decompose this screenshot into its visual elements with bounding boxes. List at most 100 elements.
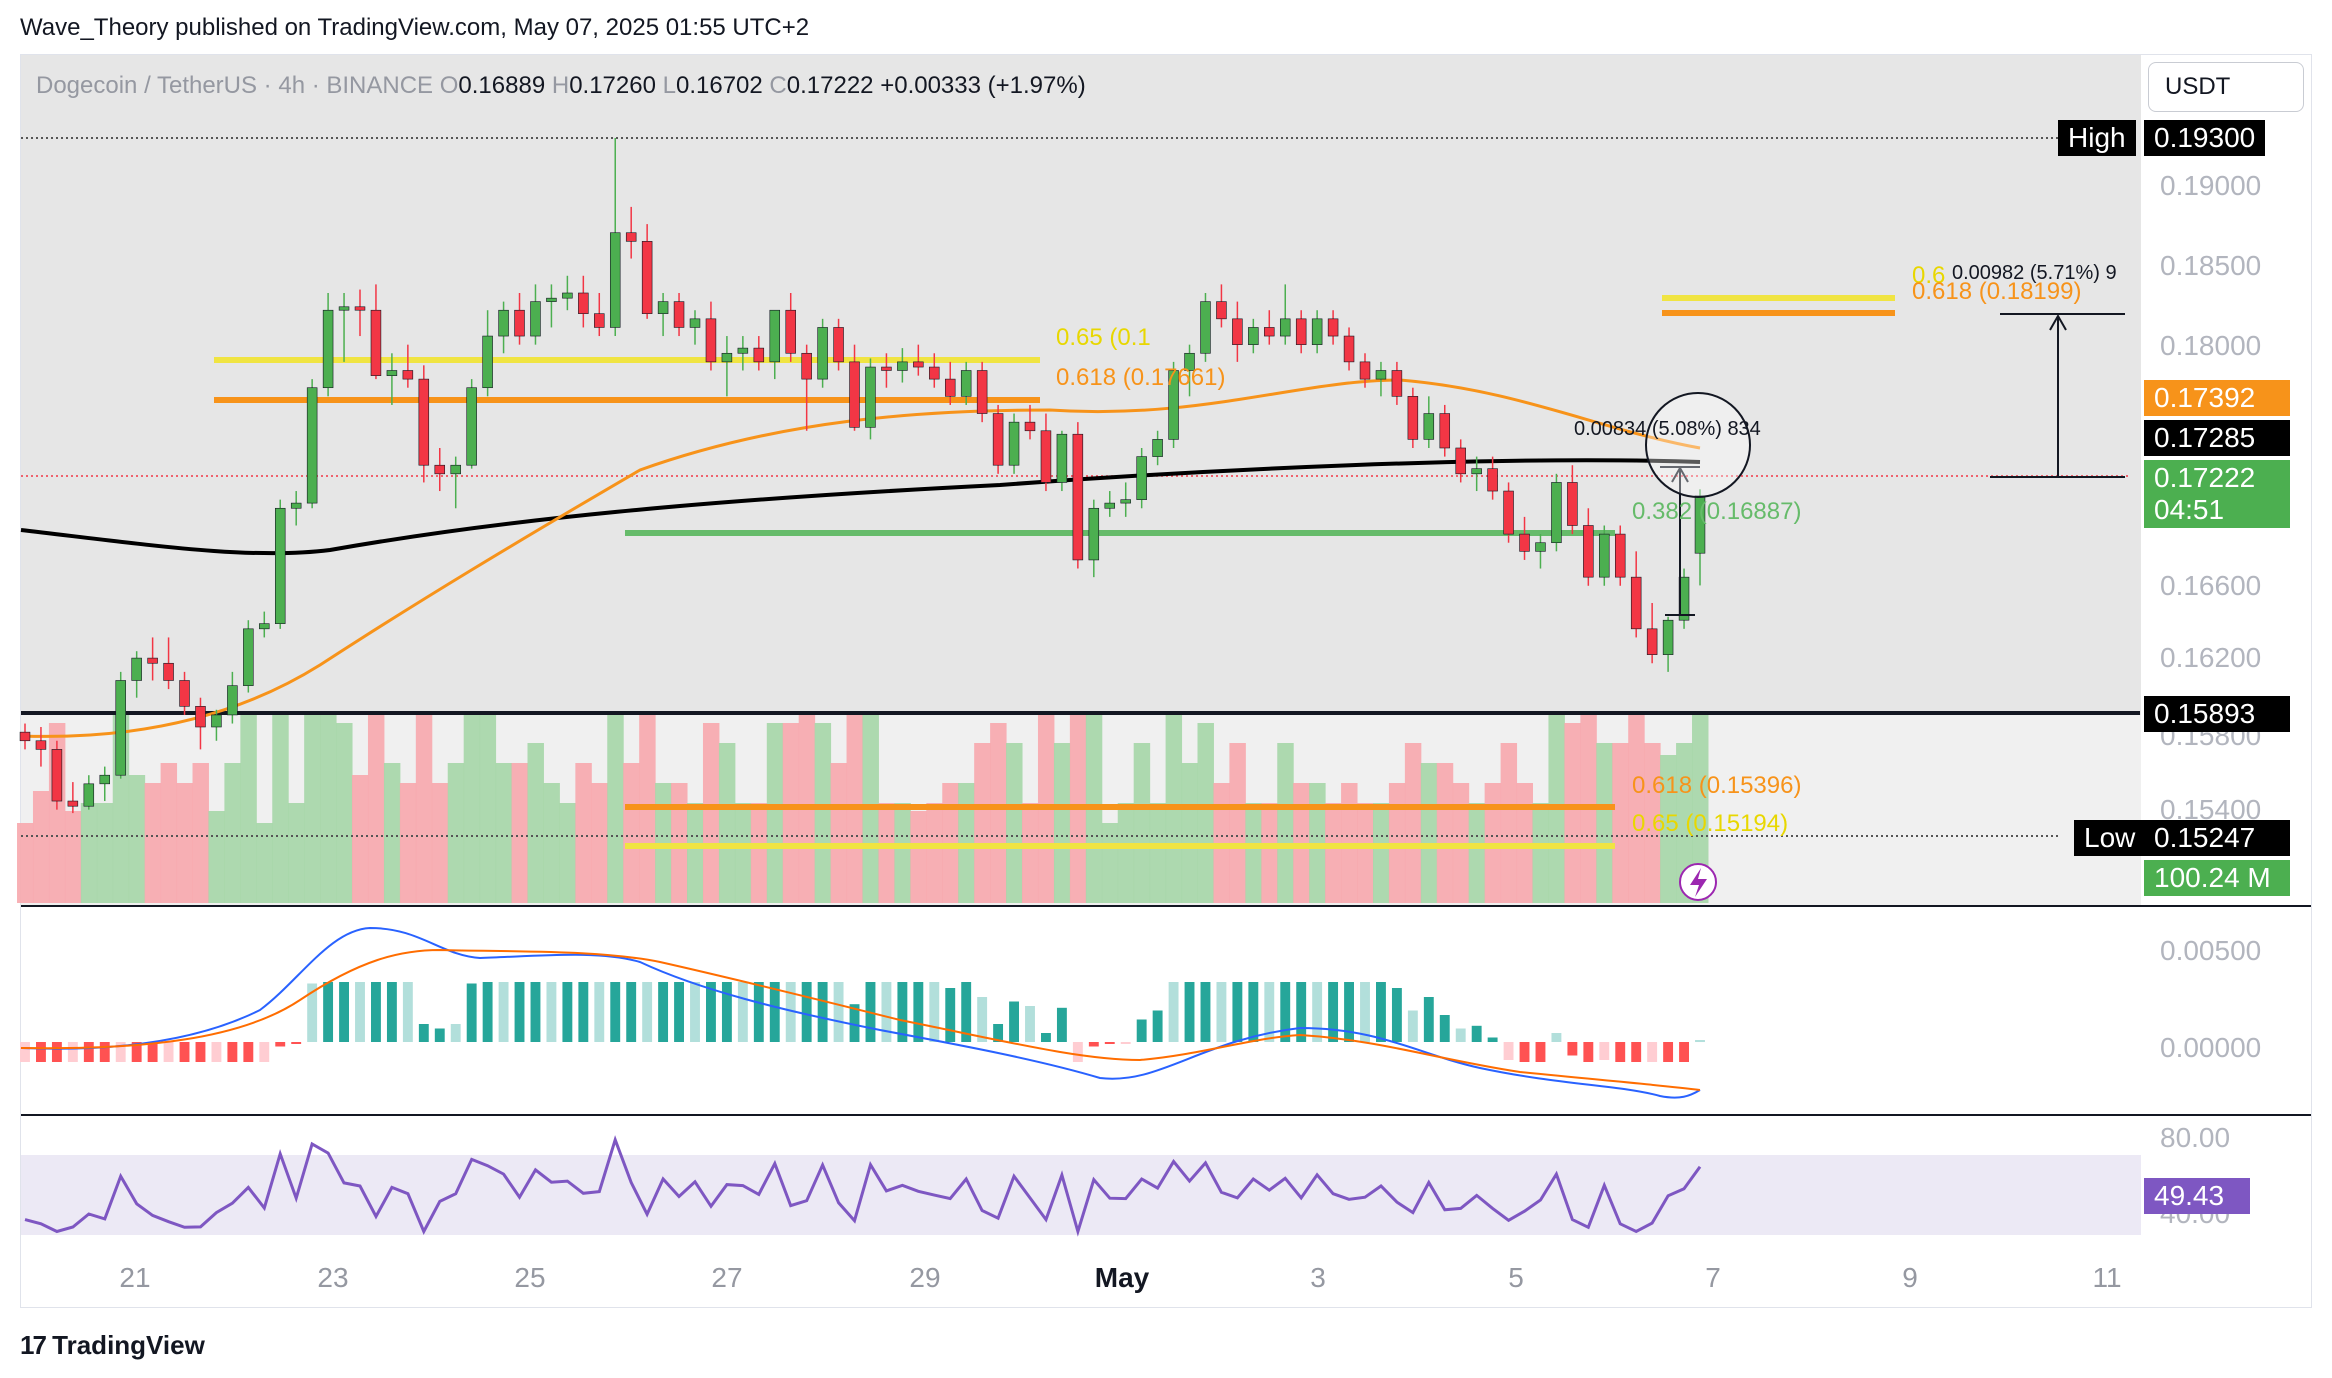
- volume-bar: [256, 823, 273, 903]
- candle-body: [163, 662, 174, 681]
- measure-lower-arrowhead: [1671, 465, 1689, 483]
- macd-line: [20, 926, 1701, 1099]
- fib-bottom-065-label: 0.65 (0.15194): [1632, 810, 1789, 837]
- volume-bar: [1660, 755, 1677, 903]
- candle-body: [594, 313, 605, 328]
- candle-body: [1423, 413, 1435, 440]
- macd-histogram-bar: [1631, 1042, 1642, 1062]
- volume-bar: [1229, 743, 1246, 903]
- candle-body: [306, 387, 318, 504]
- quote-currency-button[interactable]: USDT: [2148, 62, 2304, 112]
- candle-body: [147, 657, 158, 664]
- fib-right-065-label: 0.6: [1912, 262, 1946, 289]
- candle-body: [290, 502, 302, 509]
- macd-histogram-bar: [881, 982, 892, 1042]
- volume-bar: [176, 783, 193, 903]
- candle-body: [881, 366, 892, 371]
- price-tick: 0.15400: [2160, 794, 2262, 825]
- level-tag: 0.15893: [2144, 696, 2290, 732]
- volume-bar: [1277, 743, 1294, 903]
- candle-body: [386, 370, 398, 376]
- time-tick: 7: [1705, 1262, 1721, 1293]
- candle-body: [913, 361, 924, 368]
- candle-body: [1279, 318, 1291, 337]
- candle-body: [83, 783, 95, 807]
- volume-bar: [224, 763, 241, 903]
- macd-histogram-bar: [482, 982, 493, 1042]
- macd-histogram-bar: [1360, 982, 1370, 1042]
- volume-bar: [766, 723, 784, 903]
- macd-histogram-bar: [801, 982, 812, 1042]
- macd-histogram-bar: [1647, 1042, 1658, 1062]
- rsi-tag: 49.43: [2144, 1178, 2250, 1214]
- macd-histogram-bar: [1679, 1042, 1689, 1062]
- time-tick: 21: [119, 1262, 151, 1293]
- candle-body: [1327, 318, 1339, 337]
- volume-bar: [352, 775, 369, 903]
- fib-bottom-0618-label: 0.618 (0.15396): [1632, 772, 1802, 799]
- low-value: 0.16702: [675, 72, 763, 99]
- candle-body: [625, 232, 637, 242]
- last-price-tag: 0.17222 04:51: [2144, 460, 2290, 528]
- macd-histogram-bar: [99, 1042, 110, 1062]
- macd-histogram-bar: [945, 988, 956, 1042]
- candle-body: [1216, 301, 1227, 320]
- volume-bar: [1612, 743, 1629, 903]
- volume-bar: [1053, 743, 1071, 903]
- macd-histogram-bar: [291, 1042, 302, 1044]
- candle-body: [1694, 495, 1706, 554]
- macd-histogram-bar: [1567, 1042, 1578, 1056]
- signal-line: [20, 948, 1701, 1091]
- macd-histogram-bar: [259, 1042, 270, 1062]
- chart-frame[interactable]: [20, 54, 2312, 1308]
- macd-histogram-bar: [1232, 982, 1243, 1042]
- candle-body: [641, 241, 653, 314]
- candle-body: [1439, 413, 1451, 449]
- tradingview-logo[interactable]: 17 TradingView: [20, 1330, 205, 1361]
- macd-histogram-bar: [179, 1042, 190, 1062]
- candle-body: [530, 301, 541, 337]
- candle-body: [578, 292, 589, 314]
- macd-histogram-bar: [1519, 1042, 1530, 1062]
- candle-body: [1295, 318, 1307, 345]
- bolt-icon-glyph: [1690, 868, 1707, 897]
- candle-body: [849, 361, 860, 428]
- candle-body: [753, 347, 765, 363]
- candle-body: [338, 306, 350, 311]
- volume-bar: [878, 803, 895, 903]
- macd-histogram-bar: [785, 982, 796, 1042]
- volume-bar: [1564, 723, 1581, 903]
- ema200-line: [20, 458, 1701, 556]
- macd-histogram-bar: [1599, 1042, 1610, 1060]
- low-tag-value: 0.15247: [2144, 820, 2290, 856]
- volume-bar: [192, 763, 209, 903]
- macd-histogram-bar: [1455, 1028, 1466, 1042]
- macd-histogram-bar: [1136, 1019, 1147, 1042]
- volume-bar: [814, 723, 832, 903]
- macd-histogram-bar: [514, 982, 525, 1042]
- macd-histogram-bar: [753, 982, 764, 1042]
- time-tick-month: May: [1094, 1262, 1150, 1293]
- volume-bar: [910, 811, 927, 903]
- symbol-legend[interactable]: Dogecoin / TetherUS · 4h · BINANCE O0.16…: [36, 72, 1086, 99]
- candle-body: [1503, 490, 1514, 535]
- macd-histogram-bar: [418, 1024, 429, 1042]
- ema200-tag: 0.17285: [2144, 420, 2290, 456]
- brand-name: TradingView: [52, 1330, 205, 1360]
- candle-body: [1535, 542, 1546, 552]
- macd-histogram-bar: [434, 1028, 445, 1042]
- volume-bar: [1532, 803, 1549, 903]
- macd-histogram-bar: [594, 982, 605, 1042]
- candle-body: [801, 352, 812, 380]
- candle-body: [609, 232, 621, 328]
- macd-histogram-bar: [1296, 982, 1307, 1042]
- candle-body: [865, 366, 876, 428]
- volume-bar: [479, 713, 497, 903]
- candle-body: [131, 657, 142, 681]
- volume-bar: [415, 713, 433, 903]
- volume-bar: [144, 783, 162, 903]
- macd-histogram-bar: [20, 1042, 30, 1062]
- candle-body: [1407, 396, 1419, 440]
- macd-histogram-bar: [737, 982, 748, 1042]
